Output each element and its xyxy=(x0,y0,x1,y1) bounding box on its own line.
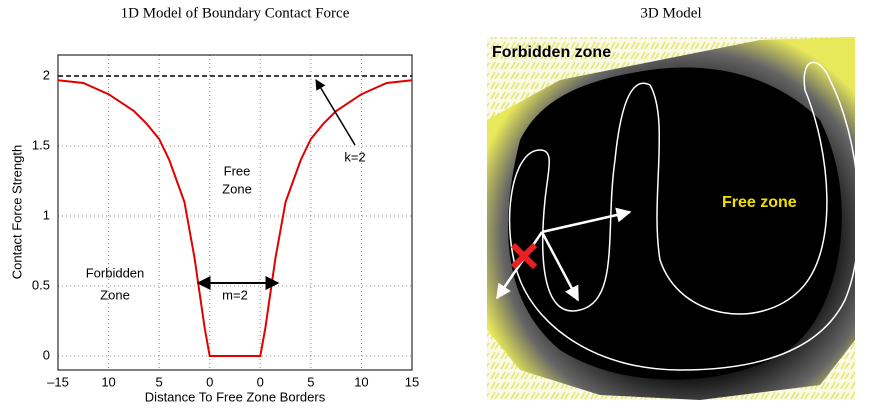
x-tick-label: 10 xyxy=(354,374,368,389)
image-label: Free zone xyxy=(722,194,797,211)
x-axis-label: Distance To Free Zone Borders xyxy=(145,389,326,404)
image-title: 3D Model xyxy=(640,5,701,21)
y-tick-label: 0.5 xyxy=(32,277,50,292)
arrow xyxy=(315,79,356,146)
y-axis-label: Contact Force Strength xyxy=(9,145,24,279)
annotation: k=2 xyxy=(344,149,365,164)
x-tick-label: 15 xyxy=(405,374,419,389)
x-tick-label: 0 xyxy=(206,374,213,389)
annotation: Zone xyxy=(222,181,252,196)
y-tick-label: 1 xyxy=(43,207,50,222)
x-tick-label: 5 xyxy=(307,374,314,389)
x-tick-label: 10 xyxy=(101,374,115,389)
annotation: m=2 xyxy=(222,287,248,302)
annotation: Free xyxy=(224,163,251,178)
y-tick-label: 1.5 xyxy=(32,137,50,152)
chart-title: 1D Model of Boundary Contact Force xyxy=(121,5,350,21)
plot-area xyxy=(57,55,413,370)
x-tick-label: 0 xyxy=(257,374,264,389)
y-tick-label: 0 xyxy=(43,347,50,362)
image-label: Forbidden zone xyxy=(492,44,611,61)
curve xyxy=(57,79,413,357)
plot-frame xyxy=(57,54,413,371)
annotation: Zone xyxy=(100,287,130,302)
annotation: Forbidden xyxy=(86,265,145,280)
model-image xyxy=(487,37,860,400)
x-tick-label: 5 xyxy=(156,374,163,389)
y-tick-label: 2 xyxy=(43,67,50,82)
x-tick-label: –15 xyxy=(47,374,69,389)
